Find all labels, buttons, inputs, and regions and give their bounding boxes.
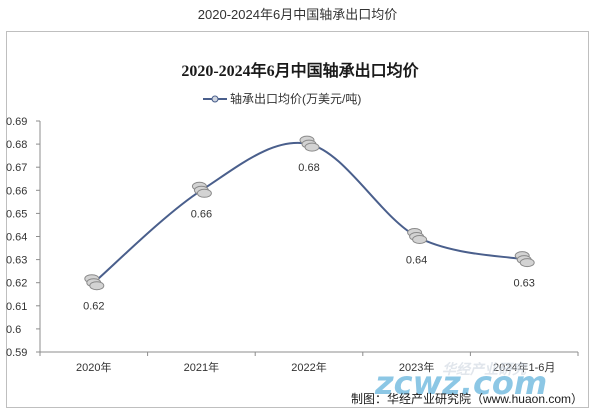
page-title: 2020-2024年6月中国轴承出口均价 xyxy=(197,7,398,22)
y-tick-label: 0.68 xyxy=(6,139,27,151)
y-tick-label: 0.63 xyxy=(6,255,27,267)
watermark-text: zcwz.com xyxy=(374,364,547,402)
data-label: 0.68 xyxy=(298,162,319,174)
data-label: 0.63 xyxy=(513,278,534,290)
chart-frame xyxy=(6,31,589,408)
data-point xyxy=(407,228,428,244)
data-label: 0.66 xyxy=(191,208,212,220)
y-tick-label: 0.61 xyxy=(6,301,27,313)
watermark-subtext: 华经产业研究 xyxy=(442,361,528,378)
legend: 轴承出口均价(万美元/吨) xyxy=(203,91,361,106)
y-tick-label: 0.64 xyxy=(6,232,27,244)
y-tick-label: 0.66 xyxy=(6,185,27,197)
x-tick-label: 2021年 xyxy=(184,360,219,374)
x-axis: 2020年 2021年 2022年 2023年 2024年1-6月 xyxy=(39,351,579,374)
x-tick-label: 2020年 xyxy=(76,360,111,374)
y-tick-label: 0.6 xyxy=(6,324,21,336)
legend-marker-icon xyxy=(211,95,219,103)
y-tick-label: 0.69 xyxy=(6,116,27,128)
y-tick-label: 0.65 xyxy=(6,208,27,220)
data-point xyxy=(191,181,212,198)
data-label: 0.62 xyxy=(83,301,104,313)
data-point xyxy=(299,135,320,152)
legend-label: 轴承出口均价(万美元/吨) xyxy=(230,91,361,106)
plot-area: 0.62 0.66 0.68 0.64 0.63 xyxy=(83,135,535,313)
credit-text: 制图：华经产业研究院（www.huaon.com） xyxy=(351,391,583,406)
y-axis: 0.69 0.68 0.67 0.66 0.65 0.64 0.63 0.62 0.61 0.6 0… xyxy=(6,116,41,359)
y-tick-label: 0.67 xyxy=(6,162,27,174)
data-label: 0.64 xyxy=(406,255,427,267)
data-point xyxy=(514,251,535,268)
chart-title: 2020-2024年6月中国轴承出口均价 xyxy=(181,61,419,80)
watermark: 华经产业研究 zcwz.com xyxy=(374,361,547,402)
data-point xyxy=(84,274,105,291)
y-tick-label: 0.62 xyxy=(6,278,27,290)
x-tick-label: 2023年 xyxy=(399,360,434,374)
y-tick-label: 0.59 xyxy=(6,347,27,359)
x-tick-label: 2024年1-6月 xyxy=(493,360,555,374)
x-tick-label: 2022年 xyxy=(291,360,326,374)
